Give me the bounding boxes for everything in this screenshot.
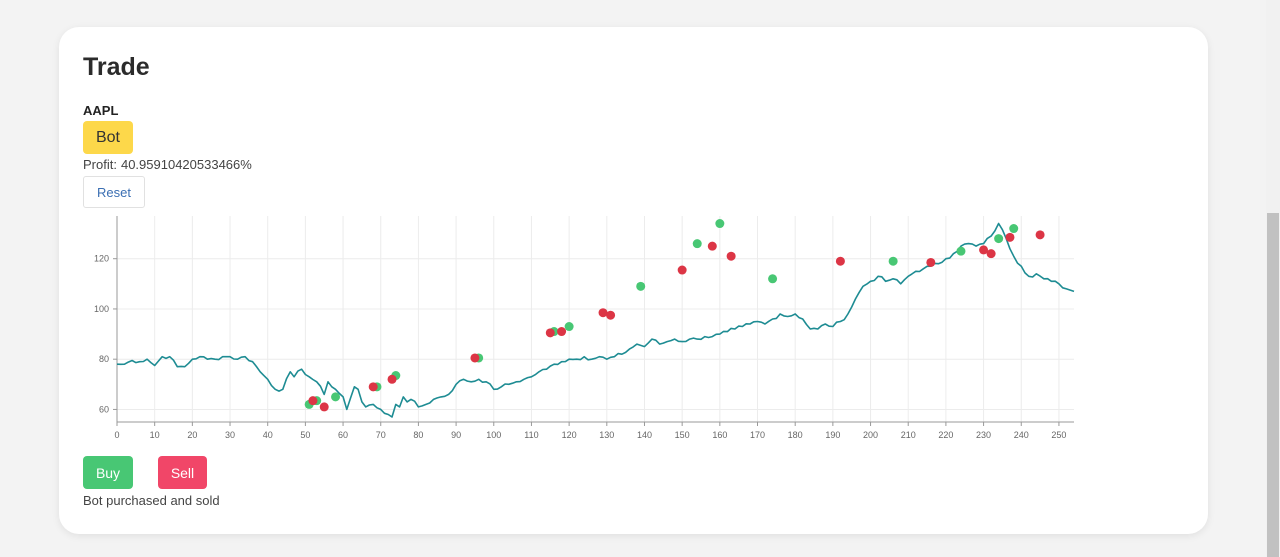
sell-marker — [319, 402, 329, 412]
buy-marker — [888, 256, 898, 266]
x-tick-label: 40 — [263, 430, 273, 440]
x-tick-label: 130 — [599, 430, 614, 440]
profit-value: 40.95910420533466% — [120, 157, 252, 172]
sell-marker — [598, 308, 608, 318]
x-tick-label: 220 — [938, 430, 953, 440]
buy-marker — [994, 234, 1004, 244]
x-tick-label: 230 — [976, 430, 991, 440]
x-tick-label: 200 — [863, 430, 878, 440]
x-tick-label: 190 — [825, 430, 840, 440]
scrollbar-thumb[interactable] — [1267, 213, 1279, 557]
sell-marker — [726, 251, 736, 261]
sell-marker — [707, 241, 717, 251]
x-tick-label: 90 — [451, 430, 461, 440]
x-tick-label: 250 — [1051, 430, 1066, 440]
buy-marker — [715, 219, 725, 229]
y-tick-label: 100 — [94, 304, 109, 314]
sell-marker — [368, 382, 378, 392]
bot-badge: Bot — [83, 121, 133, 154]
x-tick-label: 80 — [413, 430, 423, 440]
sell-marker — [1005, 232, 1015, 242]
buy-marker — [956, 246, 966, 256]
x-tick-label: 0 — [114, 430, 119, 440]
buy-button[interactable]: Buy — [83, 456, 133, 489]
x-tick-label: 160 — [712, 430, 727, 440]
price-line — [116, 222, 1075, 418]
x-tick-label: 240 — [1014, 430, 1029, 440]
buy-marker — [636, 281, 646, 291]
buy-marker — [692, 239, 702, 249]
profit-label: Profit: — [83, 157, 117, 172]
sell-marker — [926, 257, 936, 267]
ticker-symbol: AAPL — [83, 103, 119, 118]
x-tick-label: 170 — [750, 430, 765, 440]
x-tick-label: 70 — [376, 430, 386, 440]
x-tick-label: 210 — [901, 430, 916, 440]
x-tick-label: 180 — [788, 430, 803, 440]
y-tick-label: 120 — [94, 254, 109, 264]
buy-marker — [331, 392, 341, 402]
reset-button[interactable]: Reset — [83, 176, 145, 208]
x-tick-label: 120 — [562, 430, 577, 440]
trade-card: Trade AAPL Bot Profit: 40.95910420533466%… — [59, 27, 1208, 534]
x-tick-label: 20 — [187, 430, 197, 440]
sell-marker — [387, 374, 397, 384]
x-tick-label: 140 — [637, 430, 652, 440]
y-tick-label: 80 — [99, 354, 109, 364]
profit-text: Profit: 40.95910420533466% — [83, 157, 252, 172]
x-tick-label: 60 — [338, 430, 348, 440]
sell-marker — [1035, 230, 1045, 240]
sell-marker — [606, 310, 616, 320]
y-tick-label: 60 — [99, 404, 109, 414]
sell-marker — [979, 245, 989, 255]
x-tick-label: 30 — [225, 430, 235, 440]
x-tick-label: 10 — [150, 430, 160, 440]
buy-marker — [564, 322, 574, 332]
sell-marker — [986, 249, 996, 259]
sell-marker — [470, 353, 480, 363]
x-tick-label: 150 — [675, 430, 690, 440]
buy-marker — [1009, 224, 1019, 234]
sell-marker — [557, 327, 567, 337]
status-text: Bot purchased and sold — [83, 493, 220, 508]
x-tick-label: 110 — [524, 430, 538, 440]
buy-marker — [768, 274, 778, 284]
price-chart: 0 10 20 30 40 50 60 70 80 90 100 110 120 130 140 150 160… — [94, 216, 1075, 440]
sell-marker — [835, 256, 845, 266]
sell-marker — [308, 396, 318, 406]
sell-button[interactable]: Sell — [158, 456, 207, 489]
x-tick-label: 50 — [300, 430, 310, 440]
x-tick-label: 100 — [486, 430, 501, 440]
sell-marker — [545, 328, 555, 338]
page-title: Trade — [83, 53, 150, 81]
sell-marker — [677, 265, 687, 275]
